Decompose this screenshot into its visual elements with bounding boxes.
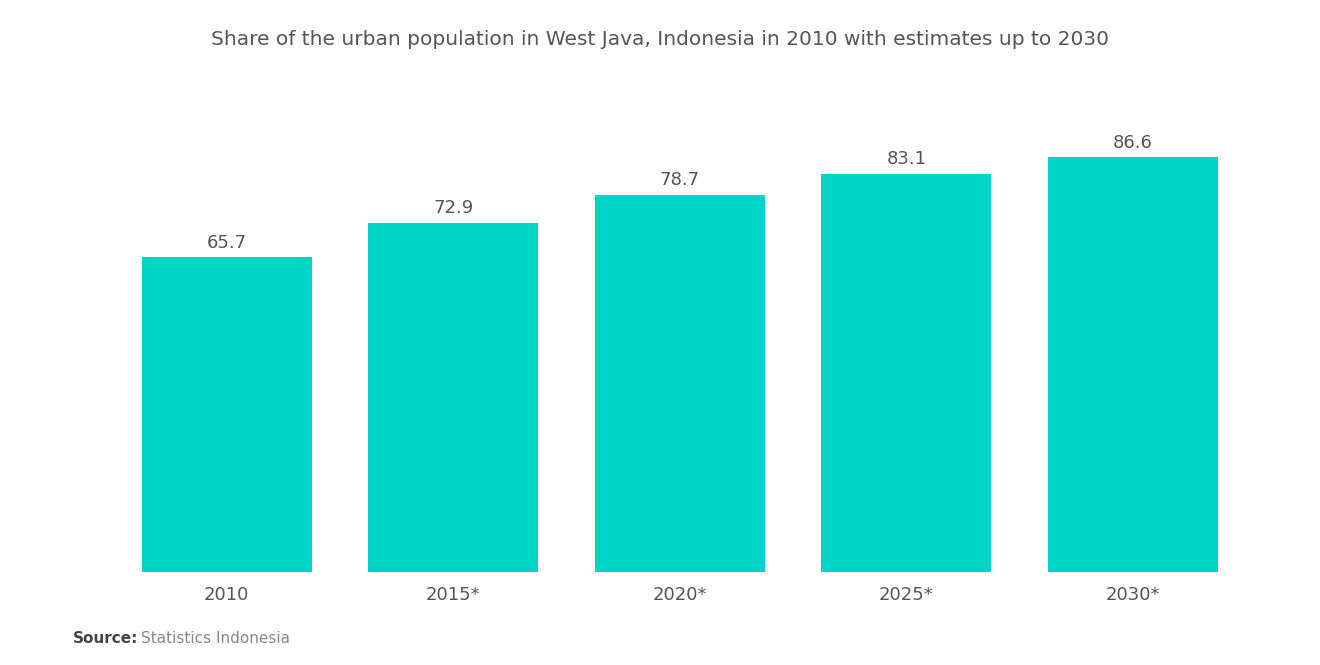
Bar: [1048, 157, 1218, 572]
Text: 83.1: 83.1: [887, 150, 927, 168]
Bar: [368, 223, 539, 572]
Text: 86.6: 86.6: [1113, 134, 1154, 152]
Text: 78.7: 78.7: [660, 172, 700, 190]
Text: 65.7: 65.7: [206, 233, 247, 251]
Text: 72.9: 72.9: [433, 199, 474, 217]
Bar: [595, 195, 764, 572]
Text: Share of the urban population in West Java, Indonesia in 2010 with estimates up : Share of the urban population in West Ja…: [211, 30, 1109, 49]
Bar: [141, 257, 312, 572]
Text: Statistics Indonesia: Statistics Indonesia: [141, 631, 290, 646]
Bar: [821, 174, 991, 572]
Text: Source:: Source:: [73, 631, 139, 646]
